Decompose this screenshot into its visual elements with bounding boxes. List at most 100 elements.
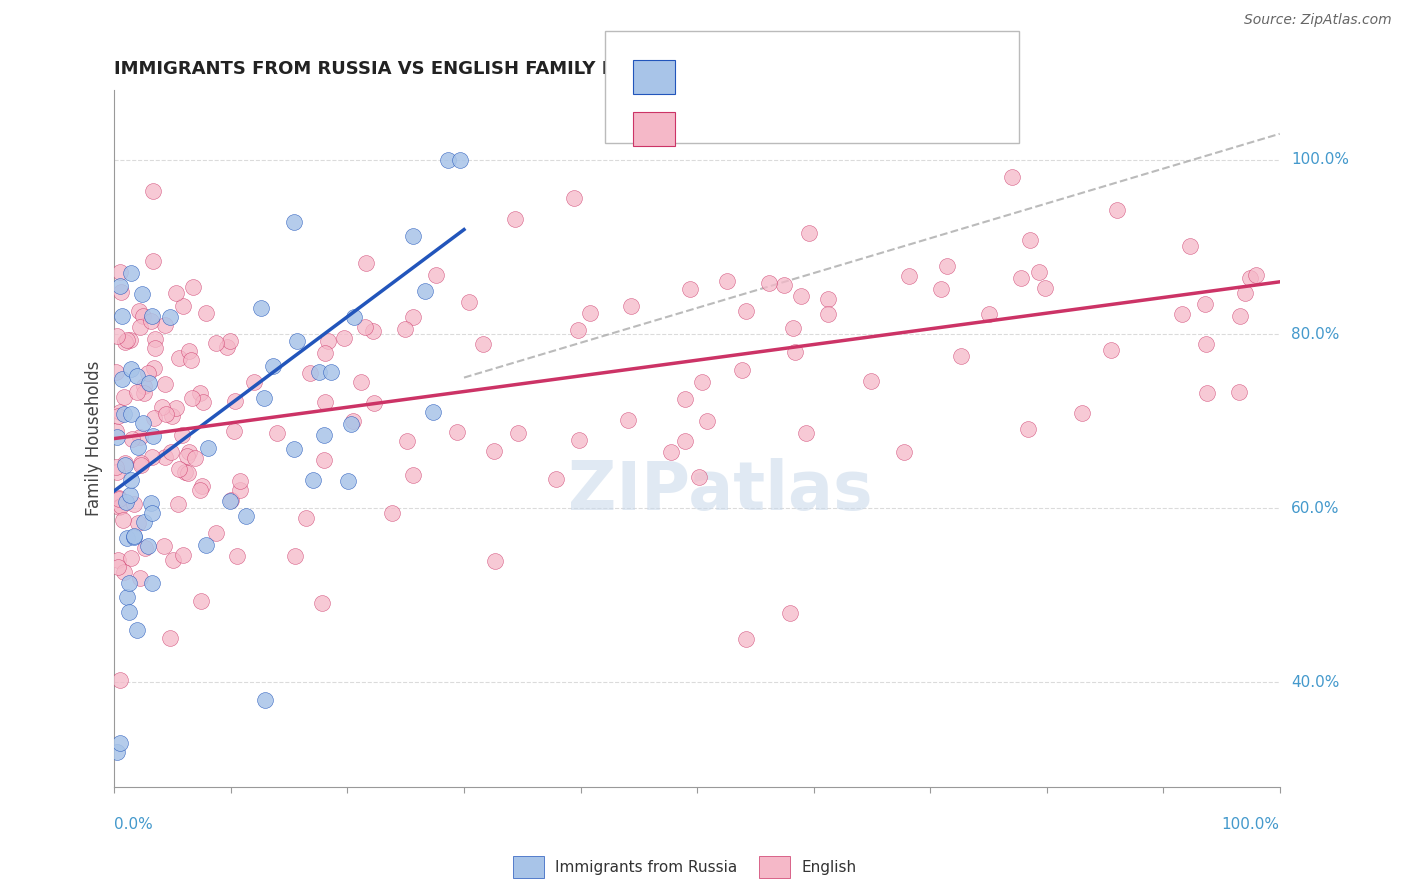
- Point: [578, 306, 600, 320]
- Text: English: English: [801, 860, 856, 874]
- Point: [219, 492, 242, 507]
- Point: [779, 606, 801, 620]
- Point: [302, 473, 325, 487]
- Point: [783, 344, 806, 359]
- Point: [141, 496, 163, 510]
- Point: [172, 548, 194, 562]
- Point: [449, 153, 471, 167]
- Point: [1239, 271, 1261, 285]
- Text: 0.0%: 0.0%: [114, 817, 153, 832]
- Point: [1033, 281, 1056, 295]
- Point: [250, 301, 273, 315]
- Point: [131, 287, 153, 301]
- Point: [219, 334, 242, 348]
- Point: [758, 276, 780, 290]
- Point: [314, 346, 336, 360]
- Point: [205, 526, 228, 541]
- Point: [673, 434, 696, 448]
- Point: [104, 365, 127, 379]
- Point: [544, 472, 567, 486]
- Point: [115, 333, 138, 347]
- Point: [735, 303, 758, 318]
- Point: [283, 442, 305, 457]
- Point: [316, 334, 339, 349]
- Point: [104, 425, 127, 439]
- Point: [160, 409, 183, 423]
- Point: [562, 191, 585, 205]
- Point: [107, 409, 129, 424]
- Point: [120, 361, 142, 376]
- Point: [897, 268, 920, 283]
- Point: [332, 331, 354, 345]
- Point: [132, 515, 155, 529]
- Point: [176, 450, 198, 464]
- Text: 100.0%: 100.0%: [1222, 817, 1279, 832]
- Point: [782, 320, 804, 334]
- Point: [112, 390, 135, 404]
- Point: [134, 541, 156, 555]
- Point: [401, 468, 423, 483]
- Point: [162, 553, 184, 567]
- Point: [354, 320, 377, 334]
- Point: [107, 491, 129, 505]
- Point: [194, 306, 217, 320]
- Point: [679, 282, 702, 296]
- Text: 80.0%: 80.0%: [1291, 326, 1339, 342]
- Point: [179, 444, 201, 458]
- Point: [396, 434, 419, 448]
- Point: [659, 445, 682, 459]
- Point: [394, 322, 416, 336]
- Point: [253, 391, 276, 405]
- Point: [141, 309, 163, 323]
- Point: [167, 351, 190, 366]
- Point: [716, 274, 738, 288]
- Point: [111, 309, 134, 323]
- Point: [472, 336, 495, 351]
- Point: [413, 285, 436, 299]
- Point: [797, 227, 820, 241]
- Point: [143, 410, 166, 425]
- Point: [790, 289, 813, 303]
- Point: [105, 329, 128, 343]
- Point: [112, 565, 135, 579]
- Point: [105, 430, 128, 444]
- Point: [110, 285, 132, 299]
- Point: [1001, 169, 1024, 184]
- Point: [169, 462, 191, 476]
- Point: [128, 320, 150, 334]
- Point: [1099, 343, 1122, 357]
- Point: [314, 452, 336, 467]
- Point: [284, 549, 307, 563]
- Point: [190, 385, 212, 400]
- Point: [772, 278, 794, 293]
- Text: IMMIGRANTS FROM RUSSIA VS ENGLISH FAMILY HOUSEHOLDS CORRELATION CHART: IMMIGRANTS FROM RUSSIA VS ENGLISH FAMILY…: [114, 60, 963, 78]
- Point: [127, 516, 149, 531]
- Point: [104, 460, 127, 475]
- Point: [122, 530, 145, 544]
- Point: [141, 506, 163, 520]
- Point: [225, 549, 247, 564]
- Point: [730, 363, 752, 377]
- Point: [108, 492, 131, 507]
- Point: [114, 458, 136, 472]
- Point: [1244, 268, 1267, 283]
- Point: [107, 553, 129, 567]
- Point: [508, 425, 530, 440]
- Text: 40.0%: 40.0%: [1291, 675, 1339, 690]
- Point: [138, 366, 160, 380]
- Point: [688, 469, 710, 483]
- Point: [295, 511, 318, 525]
- Point: [349, 376, 371, 390]
- Point: [817, 307, 839, 321]
- Point: [132, 379, 155, 393]
- Point: [121, 550, 143, 565]
- Point: [1017, 422, 1039, 436]
- Y-axis label: Family Households: Family Households: [86, 361, 103, 516]
- Point: [229, 483, 252, 498]
- Point: [180, 352, 202, 367]
- Point: [402, 310, 425, 324]
- Point: [142, 428, 165, 442]
- Point: [110, 500, 132, 514]
- Point: [166, 401, 188, 415]
- Point: [108, 673, 131, 688]
